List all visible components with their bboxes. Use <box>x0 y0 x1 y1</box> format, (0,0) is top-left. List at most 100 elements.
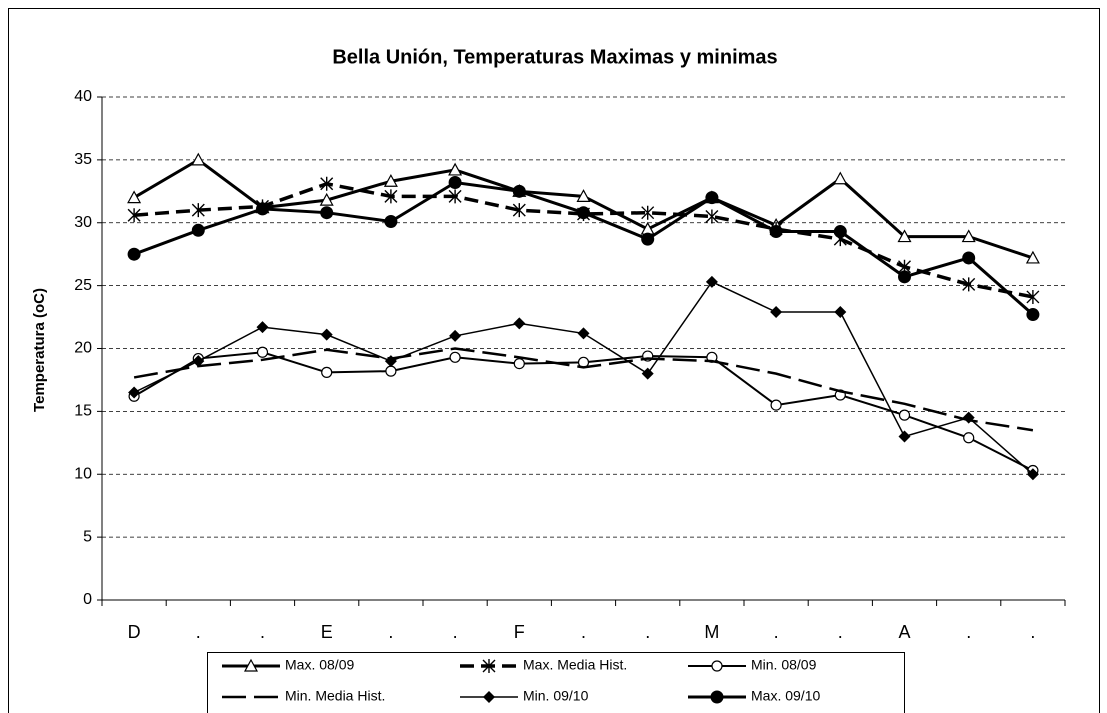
marker <box>192 355 205 368</box>
legend-box <box>207 652 905 713</box>
x-tick-label: . <box>260 622 265 642</box>
y-tick-label: 40 <box>74 88 92 105</box>
marker <box>577 327 590 340</box>
y-axis-label: Temperatura (oC) <box>31 288 48 412</box>
marker <box>577 206 590 220</box>
marker <box>320 328 333 341</box>
marker <box>641 367 654 380</box>
marker <box>898 430 911 443</box>
marker <box>705 275 718 288</box>
marker <box>705 191 719 205</box>
marker <box>256 321 269 334</box>
chart-title: Bella Unión, Temperaturas Maximas y mini… <box>332 46 777 68</box>
marker <box>384 355 397 368</box>
chart-border <box>8 8 1100 713</box>
marker <box>833 171 848 185</box>
marker <box>482 659 496 673</box>
x-tick-label: . <box>838 622 843 642</box>
marker <box>384 189 398 204</box>
marker <box>705 209 719 224</box>
marker <box>513 357 525 370</box>
legend-label: Min. 09/10 <box>523 688 589 704</box>
legend-label: Min. Media Hist. <box>285 688 385 704</box>
marker <box>961 229 976 243</box>
x-tick-label: M <box>704 622 719 642</box>
marker <box>1026 308 1040 322</box>
marker <box>321 366 333 378</box>
marker <box>1026 468 1039 481</box>
marker <box>448 176 462 190</box>
marker <box>513 317 526 330</box>
x-tick-label: . <box>966 622 971 642</box>
marker <box>770 399 782 411</box>
x-tick-label: . <box>581 622 586 642</box>
x-tick-label: F <box>514 622 525 642</box>
marker <box>127 208 141 223</box>
y-tick-label: 30 <box>74 214 92 231</box>
marker <box>897 229 912 243</box>
marker <box>385 365 397 377</box>
marker <box>449 329 462 342</box>
marker <box>834 306 847 319</box>
y-tick-label: 5 <box>83 528 92 545</box>
marker <box>711 660 723 672</box>
x-tick-label: . <box>774 622 779 642</box>
marker <box>1026 289 1040 304</box>
legend-label: Max. Media Hist. <box>523 657 627 673</box>
marker <box>576 189 591 202</box>
marker <box>320 206 334 220</box>
marker <box>191 203 205 218</box>
x-tick-label: . <box>196 622 201 642</box>
marker <box>512 203 526 218</box>
marker <box>319 192 334 206</box>
marker <box>963 432 975 444</box>
y-tick-label: 25 <box>74 277 92 294</box>
marker <box>1025 250 1040 264</box>
series-line <box>133 181 1034 299</box>
marker <box>641 205 655 220</box>
x-tick-label: . <box>645 622 650 642</box>
marker <box>191 152 206 166</box>
marker <box>191 223 205 237</box>
marker <box>243 658 259 672</box>
x-tick-label: . <box>1030 622 1035 642</box>
marker <box>127 247 141 261</box>
marker <box>128 386 141 399</box>
marker <box>962 277 976 292</box>
marker <box>962 411 975 424</box>
x-tick-label: E <box>321 622 333 642</box>
marker <box>512 184 526 198</box>
marker <box>770 306 783 319</box>
y-tick-label: 20 <box>74 340 92 357</box>
marker <box>383 174 398 187</box>
y-tick-label: 0 <box>83 591 92 608</box>
x-tick-label: . <box>388 622 393 642</box>
marker <box>898 270 911 284</box>
marker <box>256 202 269 216</box>
marker <box>384 214 398 228</box>
legend-label: Max. 08/09 <box>285 657 354 673</box>
series-line <box>133 347 1034 432</box>
marker <box>127 190 142 204</box>
marker <box>769 225 783 239</box>
marker <box>641 232 655 246</box>
marker <box>962 251 976 265</box>
y-tick-label: 15 <box>74 403 92 420</box>
marker <box>448 189 462 204</box>
y-tick-label: 10 <box>74 465 92 482</box>
marker <box>448 162 463 176</box>
legend-label: Min. 08/09 <box>751 657 817 673</box>
x-tick-label: A <box>898 622 910 642</box>
legend-label: Max. 09/10 <box>751 688 820 704</box>
marker <box>449 351 461 363</box>
marker <box>833 225 847 239</box>
marker <box>320 176 334 191</box>
marker <box>898 409 911 421</box>
marker <box>710 690 724 704</box>
x-tick-label: D <box>128 622 141 642</box>
y-tick-label: 35 <box>74 151 92 168</box>
x-tick-label: . <box>453 622 458 642</box>
marker <box>256 346 269 358</box>
marker <box>483 691 495 703</box>
